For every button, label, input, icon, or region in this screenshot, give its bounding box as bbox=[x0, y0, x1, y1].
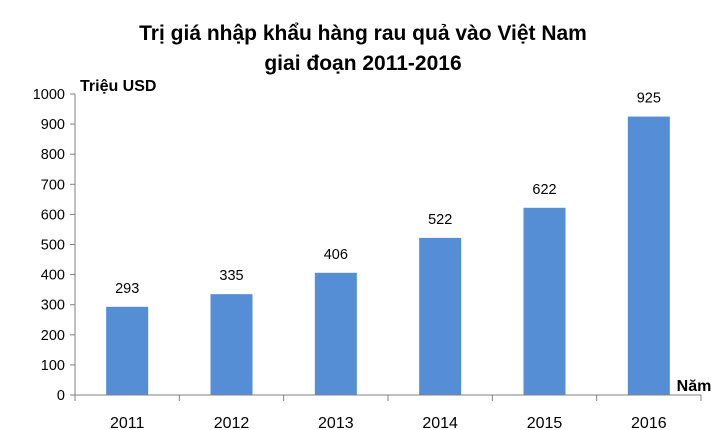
y-tick-label: 700 bbox=[41, 177, 65, 193]
bar-2013 bbox=[314, 272, 357, 395]
y-tick-label: 900 bbox=[41, 117, 65, 133]
x-tick-label-2012: 2012 bbox=[214, 415, 250, 430]
y-tick-label: 1000 bbox=[33, 87, 65, 103]
y-tick-label: 500 bbox=[41, 238, 65, 254]
x-tick-label-2011: 2011 bbox=[110, 415, 145, 430]
data-label-2013: 406 bbox=[324, 247, 348, 263]
y-tick-label: 800 bbox=[41, 147, 65, 163]
x-tick-label-2013: 2013 bbox=[318, 415, 354, 430]
bar-2014 bbox=[419, 237, 462, 395]
y-tick-label: 600 bbox=[41, 207, 65, 223]
data-label-2012: 335 bbox=[219, 268, 243, 284]
x-axis-ticks: 2011 2012 2013 2014 2015 2016 bbox=[74, 395, 702, 430]
x-tick-label-2015: 2015 bbox=[527, 415, 563, 430]
y-axis-ticks: 0 100 200 300 400 500 600 700 800 900 1000 bbox=[33, 87, 75, 404]
bar-2016 bbox=[627, 116, 670, 395]
x-tick-label-2016: 2016 bbox=[631, 415, 667, 430]
data-label-2011: 293 bbox=[115, 281, 139, 297]
y-tick-label: 0 bbox=[57, 388, 65, 404]
chart-title-line-1: Trị giá nhập khẩu hàng rau quả vào Việt … bbox=[139, 22, 587, 45]
data-label-2014: 522 bbox=[428, 212, 452, 228]
data-labels: 293 335 406 522 622 925 bbox=[115, 91, 661, 297]
y-tick-label: 200 bbox=[41, 328, 65, 344]
data-label-2016: 925 bbox=[637, 91, 661, 107]
x-tick-label-2014: 2014 bbox=[422, 415, 458, 430]
bar-2011 bbox=[106, 306, 149, 395]
data-label-2015: 622 bbox=[532, 182, 556, 198]
y-tick-label: 100 bbox=[41, 358, 65, 374]
bar-2012 bbox=[210, 294, 253, 395]
y-axis-unit-label: Triệu USD bbox=[80, 78, 156, 95]
bars bbox=[106, 116, 670, 395]
bar-2015 bbox=[523, 207, 566, 395]
y-tick-label: 400 bbox=[41, 268, 65, 284]
x-axis-unit-label: Năm bbox=[677, 378, 712, 395]
chart-title-line-2: giai đoạn 2011-2016 bbox=[264, 52, 461, 75]
y-tick-label: 300 bbox=[41, 298, 65, 314]
